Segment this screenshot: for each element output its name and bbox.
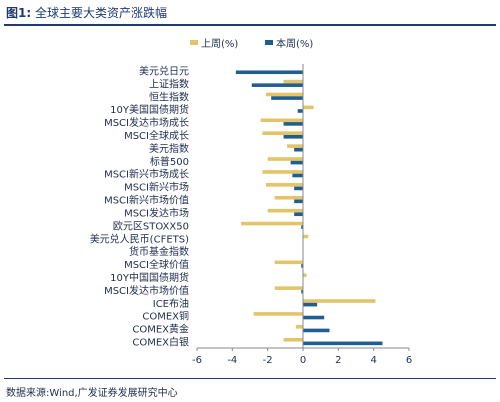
bar-chart: 上周(%) 本周(%) 美元兑日元上证指数恒生指数10Y美国国债期货MSCI发达市… [90, 37, 413, 366]
source-note: 数据来源:Wind,广发证券发展研究中心 [6, 388, 178, 399]
category-label: 上证指数 [149, 77, 189, 90]
category-label: MSCI新兴市场 [124, 181, 189, 194]
bar-this-week-8 [290, 160, 303, 165]
bar-last-week-3 [265, 92, 303, 97]
bar-last-week-21 [295, 325, 303, 329]
figure-label: 图1: [6, 6, 32, 20]
bar-this-week-9 [292, 173, 303, 178]
bar-last-week-22 [283, 337, 303, 342]
bar-last-week-12 [267, 208, 303, 213]
figure-title-text: 全球主要大类资产涨跌幅 [34, 6, 167, 20]
bar-this-week-19 [303, 302, 318, 307]
bar-last-week-20 [253, 312, 303, 316]
category-label: COMEX黄金 [132, 323, 189, 336]
bar-last-week-19 [303, 299, 376, 303]
category-label: 美元兑日元 [139, 64, 189, 77]
bar-this-week-2 [251, 83, 303, 87]
category-label: MSCI新兴市场成长 [104, 168, 189, 181]
bar-this-week-16 [301, 264, 303, 268]
category-label: MSCI新兴市场价值 [104, 194, 189, 207]
bar-this-week-11 [294, 199, 303, 204]
category-label: 10Y中国国债期货 [110, 271, 189, 284]
category-label: 标普500 [150, 155, 189, 168]
category-label: 恒生指数 [149, 90, 189, 103]
category-label: 美元兑人民币(CFETS) [90, 232, 189, 245]
bar-last-week-5 [260, 118, 303, 123]
category-label: 10Y美国国债期货 [110, 103, 189, 116]
legend-swatch-2 [265, 40, 273, 45]
x-axis: -6 -4 -2 0 2 4 6 [192, 64, 412, 366]
category-label: MSCI全球成长 [124, 129, 189, 142]
bar-this-week-1 [235, 70, 303, 75]
x-tick-label: -4 [227, 355, 237, 366]
bar-last-week-14 [303, 234, 309, 239]
bar-last-week-18 [274, 286, 303, 290]
bar-last-week-7 [287, 144, 303, 148]
legend: 上周(%) 本周(%) [190, 37, 313, 50]
legend-swatch-1 [190, 40, 198, 45]
title-rule [4, 24, 496, 26]
x-tick-label: -6 [192, 355, 202, 366]
bar-this-week-5 [283, 122, 303, 126]
category-label: 货币基金指数 [129, 245, 189, 258]
figure-title: 图1: 全球主要大类资产涨跌幅 [6, 4, 167, 21]
bar-this-week-18 [301, 289, 303, 294]
bar-last-week-6 [262, 131, 303, 135]
bars [235, 70, 383, 346]
x-tick-label: -2 [263, 355, 273, 366]
bar-this-week-12 [294, 212, 303, 217]
category-labels: 美元兑日元上证指数恒生指数10Y美国国债期货MSCI发达市场成长MSCI全球成长… [90, 64, 189, 348]
bar-last-week-11 [274, 195, 303, 200]
bottom-rule [4, 378, 496, 379]
category-label: 欧元区STOXX50 [113, 220, 189, 232]
x-tick-label: 4 [370, 355, 376, 366]
bar-this-week-4 [297, 109, 303, 113]
bar-this-week-10 [294, 186, 303, 191]
category-label: MSCI全球价值 [124, 258, 189, 271]
bar-this-week-7 [294, 147, 303, 152]
bar-this-week-13 [301, 225, 303, 229]
x-tick-label: 2 [335, 355, 341, 366]
bar-this-week-21 [303, 328, 330, 333]
x-tick-label: 6 [406, 355, 412, 366]
bar-last-week-13 [241, 221, 303, 226]
category-label: COMEX白银 [132, 336, 189, 349]
legend-label-1: 上周(%) [201, 38, 238, 50]
bar-last-week-9 [262, 170, 303, 174]
bar-this-week-6 [283, 135, 303, 139]
category-label: MSCI发达市场成长 [104, 116, 189, 129]
category-label: 美元指数 [149, 142, 189, 155]
legend-label-2: 本周(%) [276, 37, 313, 50]
bar-last-week-17 [303, 273, 307, 277]
bar-last-week-2 [283, 79, 303, 84]
bar-last-week-10 [265, 183, 303, 187]
bar-this-week-22 [303, 341, 383, 346]
bar-last-week-8 [267, 157, 303, 161]
bar-this-week-20 [303, 315, 325, 320]
bar-last-week-16 [274, 260, 303, 265]
category-label: COMEX铜 [142, 311, 189, 323]
category-label: MSCI发达市场价值 [104, 284, 189, 297]
category-label: ICE布油 [153, 297, 189, 310]
category-label: MSCI发达市场 [124, 206, 189, 219]
x-tick-label: 0 [300, 355, 306, 366]
bar-last-week-4 [303, 105, 314, 110]
bar-this-week-3 [271, 96, 303, 100]
